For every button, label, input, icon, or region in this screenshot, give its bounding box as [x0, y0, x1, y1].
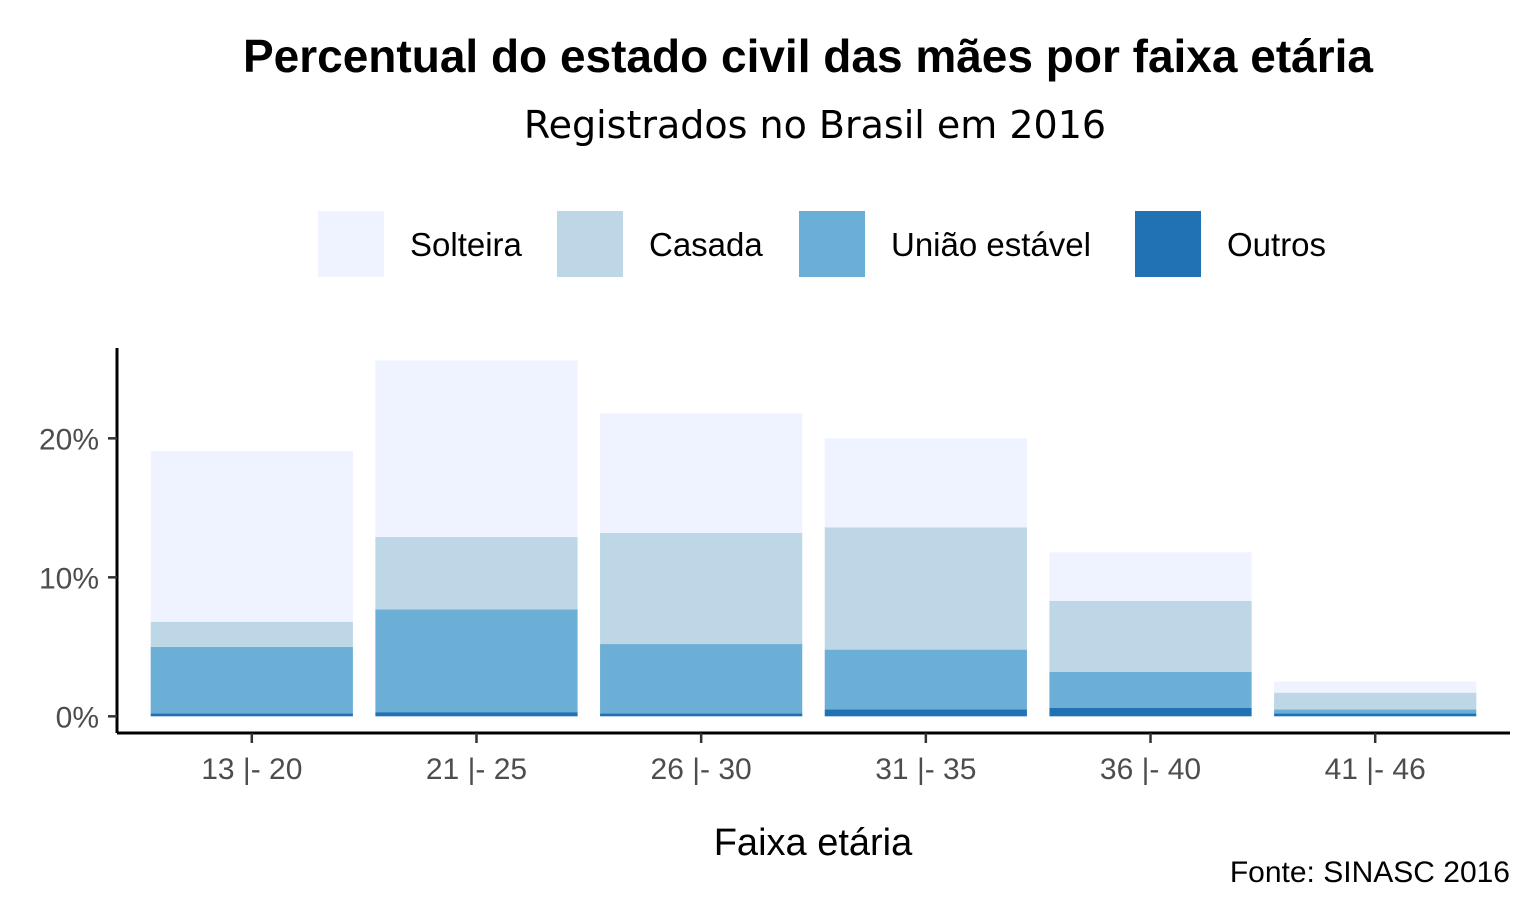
legend: Solteira Casada União estável Outros [318, 211, 1326, 277]
legend-swatch [1135, 211, 1201, 277]
bar-solteira-3 [824, 438, 1027, 528]
legend-label: Solteira [410, 226, 523, 263]
bar-outros-4 [1049, 707, 1252, 717]
legend-swatch [799, 211, 865, 277]
x-tick-label: 41 |- 46 [1325, 753, 1426, 786]
bar-casada-0 [150, 621, 353, 647]
bar-outros-5 [1274, 713, 1477, 717]
bar-uni-o-est-vel-1 [375, 609, 578, 713]
y-tick-label: 20% [39, 423, 99, 456]
bar-casada-1 [375, 537, 578, 610]
bar-uni-o-est-vel-5 [1274, 709, 1477, 714]
legend-swatch [318, 211, 384, 277]
x-axis-title: Faixa etária [714, 822, 913, 864]
bar-casada-4 [1049, 600, 1252, 672]
bars [150, 360, 1477, 717]
bar-solteira-4 [1049, 552, 1252, 601]
bar-solteira-2 [600, 413, 803, 533]
bar-outros-3 [824, 709, 1027, 717]
y-axis: 0% 10% 20% [39, 348, 119, 734]
bar-casada-3 [824, 527, 1027, 650]
legend-item-outros: Outros [1135, 211, 1326, 277]
x-tick-label: 13 |- 20 [201, 753, 302, 786]
x-tick-label: 21 |- 25 [426, 753, 527, 786]
y-tick-label: 0% [56, 701, 99, 734]
bar-solteira-5 [1274, 681, 1477, 693]
legend-item-uni-o-est-vel: União estável [799, 211, 1091, 277]
legend-item-solteira: Solteira [318, 211, 523, 277]
x-axis: 13 |- 20 21 |- 25 26 |- 30 31 |- 35 36 |- 40… [117, 731, 1510, 786]
legend-label: Casada [649, 226, 763, 263]
chart-subtitle: Registrados no Brasil em 2016 [524, 103, 1106, 147]
legend-swatch [557, 211, 623, 277]
bar-outros-0 [150, 713, 353, 717]
bar-solteira-0 [150, 450, 353, 622]
chart-title: Percentual do estado civil das mães por … [243, 30, 1373, 82]
bar-casada-2 [600, 532, 803, 645]
x-tick-label: 36 |- 40 [1100, 753, 1201, 786]
bar-casada-5 [1274, 692, 1477, 710]
x-tick-label: 26 |- 30 [651, 753, 752, 786]
bar-solteira-1 [375, 360, 578, 538]
legend-item-casada: Casada [557, 211, 763, 277]
x-tick-label: 31 |- 35 [875, 753, 976, 786]
bar-uni-o-est-vel-3 [824, 649, 1027, 710]
bar-outros-1 [375, 712, 578, 717]
bar-uni-o-est-vel-4 [1049, 671, 1252, 708]
legend-label: União estável [891, 226, 1091, 263]
y-tick-label: 10% [39, 562, 99, 595]
legend-label: Outros [1227, 226, 1326, 263]
bar-uni-o-est-vel-2 [600, 644, 803, 714]
caption: Fonte: SINASC 2016 [1230, 856, 1510, 889]
bar-uni-o-est-vel-0 [150, 646, 353, 714]
bar-outros-2 [600, 713, 803, 717]
